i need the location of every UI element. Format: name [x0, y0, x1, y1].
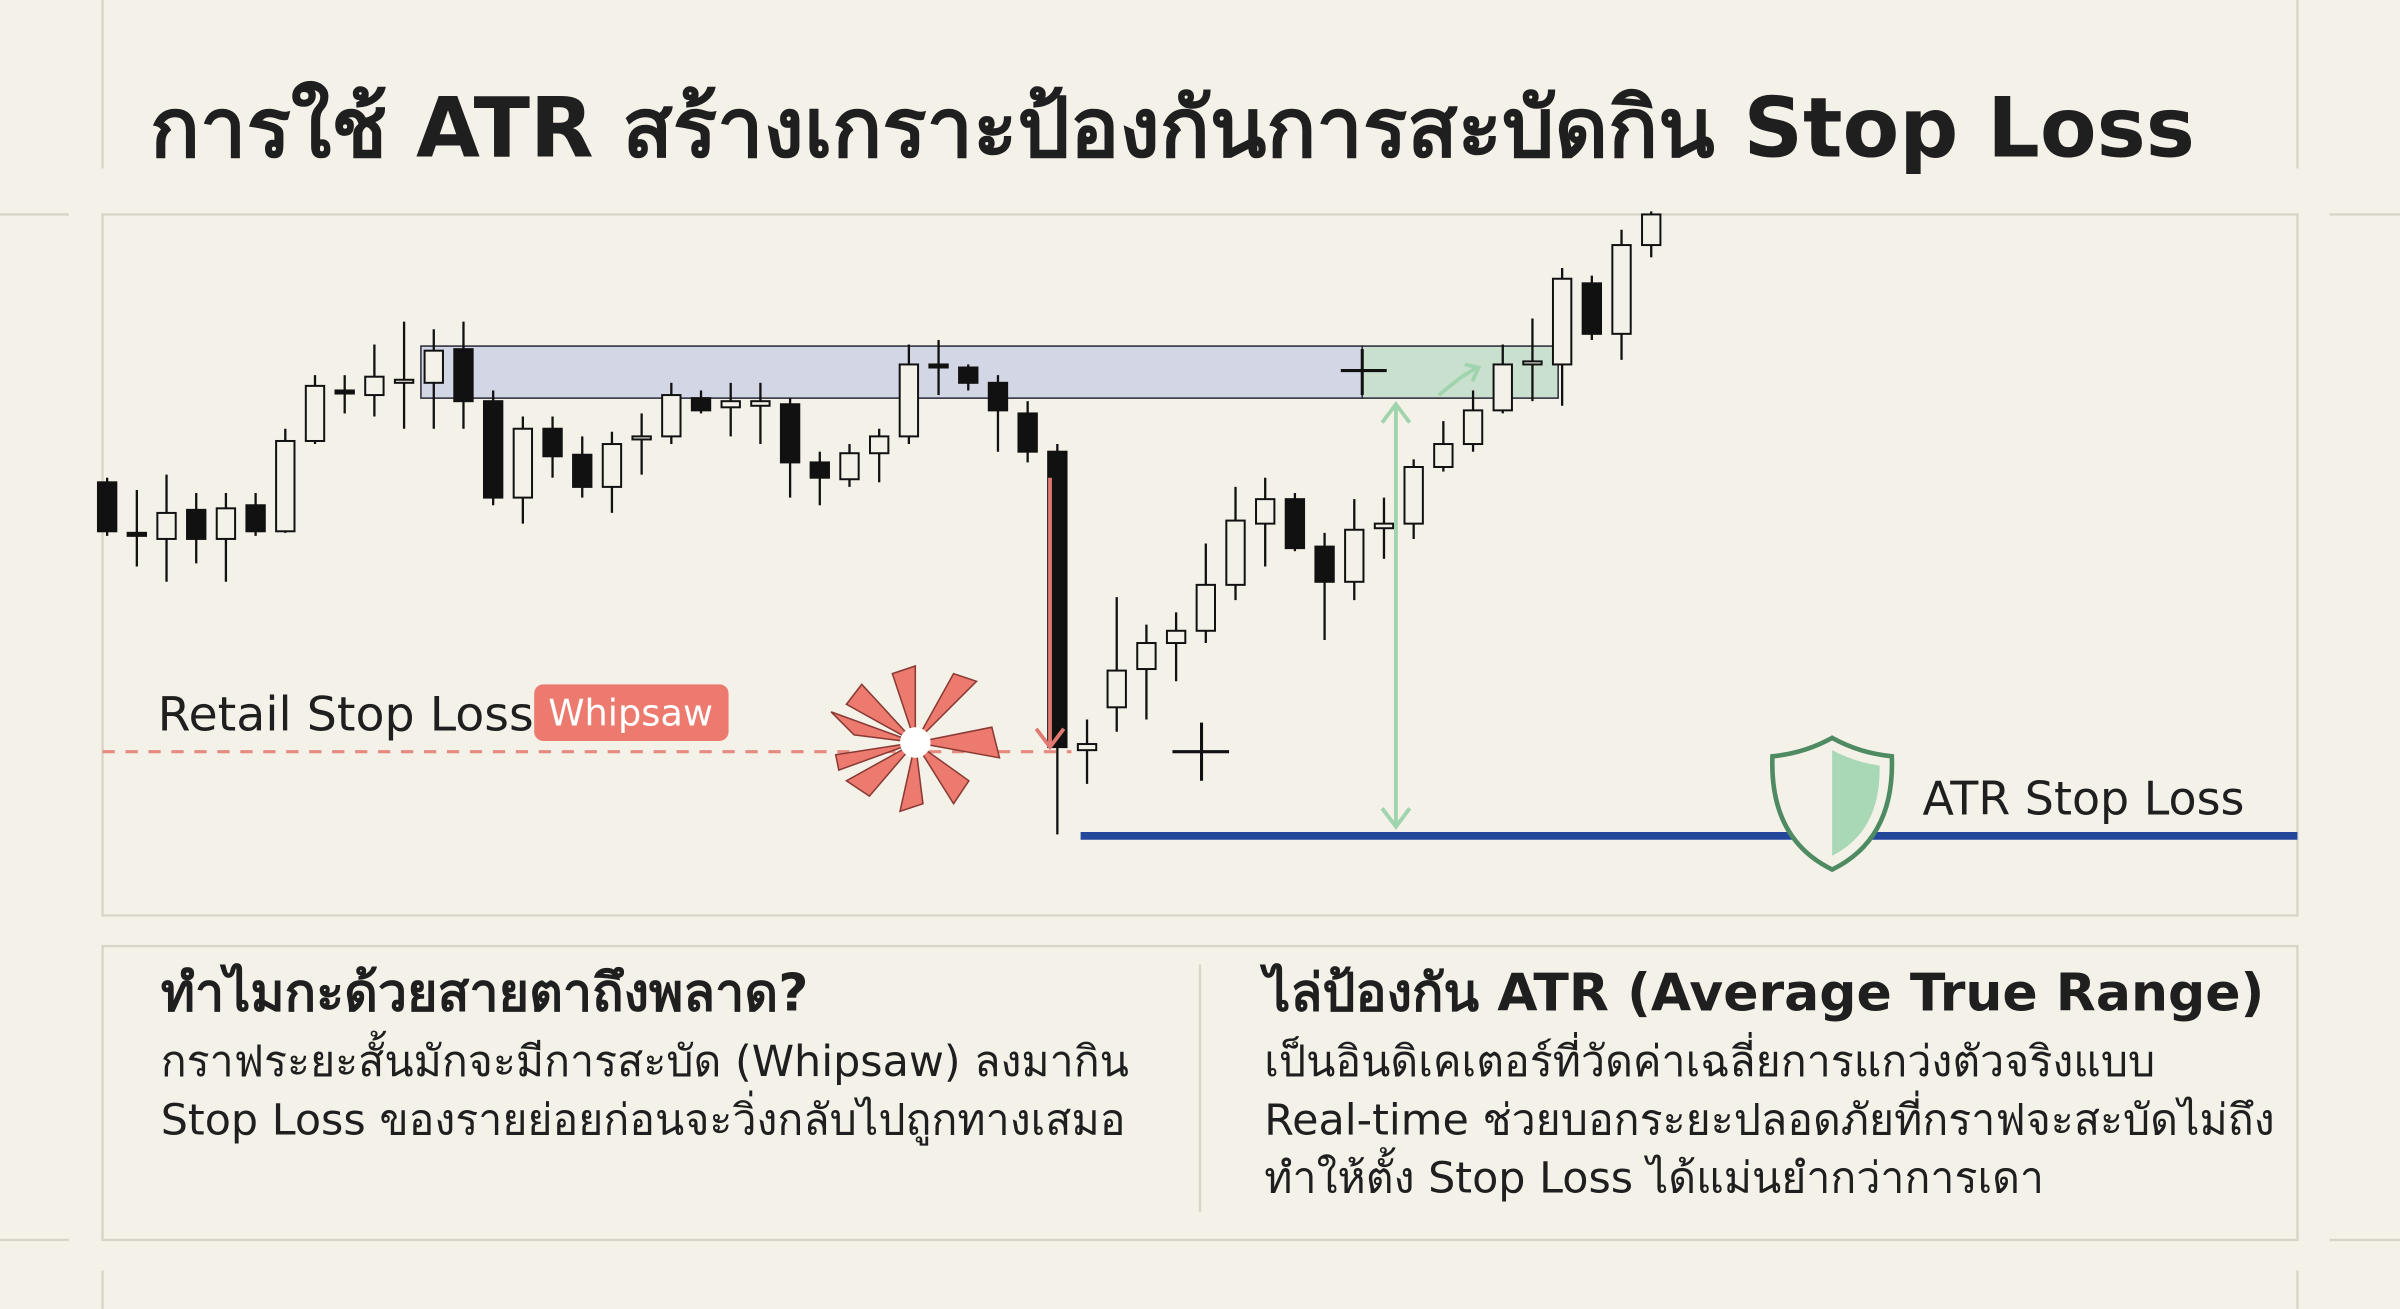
candle-body — [186, 508, 207, 540]
left-heading: ทำไมกะด้วยสายตาถึงพลาด? — [161, 962, 809, 1023]
candle-body — [661, 394, 682, 438]
candle-body — [1314, 545, 1335, 583]
candle-body — [1076, 743, 1098, 752]
candle-body — [987, 381, 1009, 412]
resistance-zone-green — [1361, 345, 1559, 399]
crosshairs — [1172, 349, 1387, 781]
candle-body — [393, 378, 415, 384]
retail-label: Retail Stop Loss — [158, 687, 534, 742]
candle-body — [1462, 409, 1484, 446]
candle-body — [1017, 412, 1038, 453]
candle-body — [1136, 642, 1157, 671]
candle-body — [482, 400, 504, 499]
candle-body — [1373, 522, 1395, 530]
candle-body — [126, 531, 148, 537]
candle-body — [601, 443, 623, 488]
whipsaw-badge — [534, 684, 729, 741]
candle-body — [928, 363, 949, 369]
candle-body — [334, 389, 355, 395]
candle-body — [1522, 360, 1543, 366]
candle-body — [215, 507, 237, 540]
candle-body — [839, 452, 860, 481]
candle-body — [869, 435, 890, 455]
candle-body — [1255, 498, 1276, 525]
candle-body — [156, 511, 177, 540]
candle-body — [453, 348, 474, 403]
title: การใช้ ATR สร้างเกราะป้องกันการสะบัดกิน … — [150, 80, 2195, 176]
candle-body — [958, 366, 979, 384]
shield — [1770, 735, 1895, 873]
atr-label: ATR Stop Loss — [1922, 771, 2244, 825]
right-line: ทำให้ตั้ง Stop Loss ได้แม่นยำกว่าการเดา — [1264, 1147, 2044, 1204]
candle-body — [898, 363, 920, 438]
candle-body — [1581, 282, 1603, 335]
candle-body — [1195, 583, 1216, 632]
left-line: Stop Loss ของรายย่อยก่อนจะวิ่งกลับไปถูกท… — [161, 1090, 1126, 1146]
candle-body — [779, 403, 801, 464]
candle-body — [1106, 669, 1127, 709]
candle-body — [1165, 629, 1187, 645]
green-double-arrow — [1380, 362, 1482, 830]
right-heading: ไล่ป้องกัน ATR (Average True Range) — [1259, 962, 2264, 1023]
right-line: Real-time ช่วยบอกระยะปลอดภัยที่กราฟจะสะบ… — [1264, 1090, 2274, 1145]
candle-body — [423, 349, 444, 384]
chart-frame — [101, 213, 2299, 917]
candle-body — [1403, 466, 1424, 525]
candle-body — [542, 427, 563, 458]
candle-body — [809, 461, 830, 479]
red-arrow — [1034, 477, 1066, 751]
candle-body — [96, 481, 118, 533]
candle-body — [750, 400, 771, 407]
candle-body — [1225, 519, 1246, 586]
candle-body — [631, 435, 652, 441]
candle-body — [572, 453, 593, 488]
resistance-zone — [420, 345, 1364, 399]
right-line: เป็นอินดิเคเตอร์ที่วัดค่าเฉลี่ยการแกว่งต… — [1264, 1032, 2155, 1087]
whipsaw-text: Whipsaw — [548, 692, 713, 735]
candle-body — [1492, 363, 1513, 412]
candle-body — [1284, 498, 1306, 550]
candle-body — [1433, 443, 1454, 468]
candle-body — [304, 384, 326, 442]
candle-body — [245, 504, 266, 533]
candle-body — [690, 397, 712, 412]
candle-body — [1344, 528, 1365, 583]
candle-body — [1641, 213, 1662, 247]
candles — [96, 211, 1662, 835]
candle-body — [364, 375, 385, 397]
candle-body — [720, 400, 741, 409]
candle-body — [275, 439, 296, 533]
left-line: กราฟระยะสั้นมักจะมีการสะบัด (Whipsaw) ลง… — [161, 1030, 1129, 1087]
candle-body — [512, 427, 534, 499]
whipsaw-burst — [830, 664, 1001, 813]
candle-body — [1611, 244, 1632, 335]
candle-body — [1551, 277, 1573, 366]
panel-frame — [101, 944, 2299, 1242]
